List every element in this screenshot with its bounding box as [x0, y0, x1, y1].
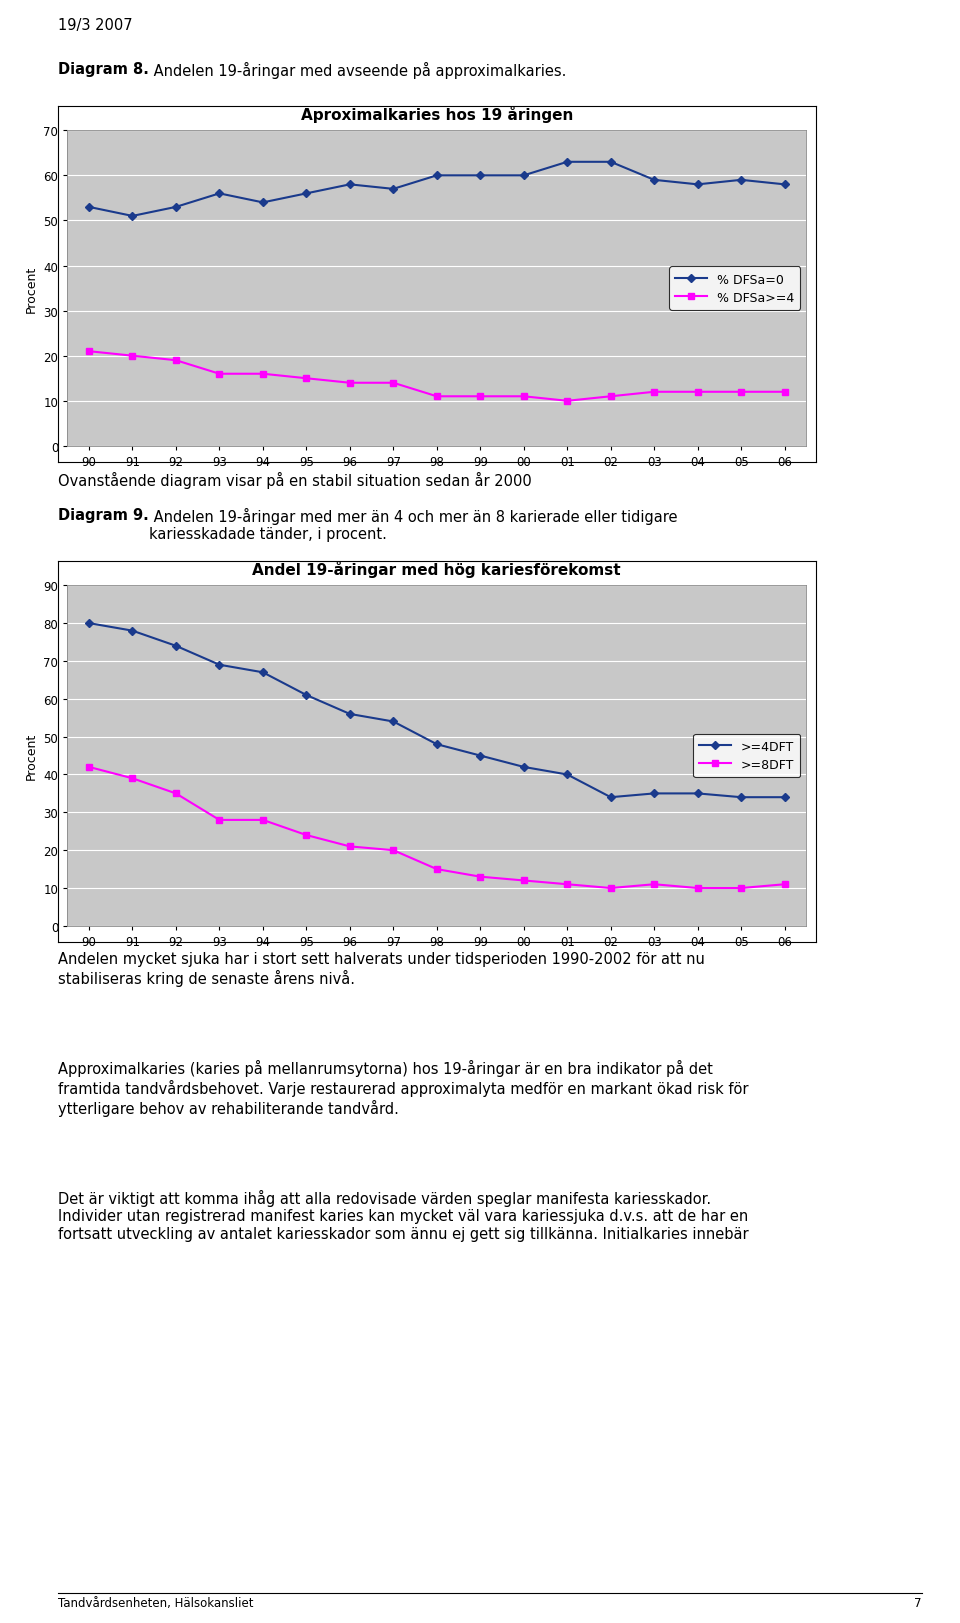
% DFSa=0: [300, 185, 312, 204]
Legend: >=4DFT, >=8DFT: >=4DFT, >=8DFT: [693, 734, 800, 777]
>=4DFT: [170, 636, 181, 656]
% DFSa>=4: [518, 388, 530, 407]
Text: Andelen 19-åringar med avseende på approximalkaries.: Andelen 19-åringar med avseende på appro…: [149, 62, 566, 80]
% DFSa=0: [84, 198, 95, 217]
% DFSa>=4: [214, 365, 226, 385]
Text: 19/3 2007: 19/3 2007: [58, 18, 132, 32]
% DFSa>=4: [388, 373, 399, 393]
>=8DFT: [735, 878, 747, 898]
>=8DFT: [300, 826, 312, 846]
% DFSa=0: [127, 208, 138, 227]
>=4DFT: [518, 758, 530, 777]
% DFSa=0: [344, 175, 355, 195]
>=4DFT: [127, 622, 138, 641]
% DFSa>=4: [344, 373, 355, 393]
% DFSa>=4: [127, 347, 138, 367]
>=8DFT: [388, 841, 399, 860]
>=8DFT: [474, 867, 486, 886]
Legend: % DFSa=0, % DFSa>=4: % DFSa=0, % DFSa>=4: [669, 268, 800, 310]
% DFSa>=4: [648, 383, 660, 403]
% DFSa=0: [474, 167, 486, 187]
>=8DFT: [779, 875, 790, 894]
Text: Diagram 9.: Diagram 9.: [58, 508, 149, 523]
% DFSa=0: [648, 170, 660, 190]
% DFSa=0: [518, 167, 530, 187]
Line: >=4DFT: >=4DFT: [85, 620, 788, 800]
>=4DFT: [344, 704, 355, 724]
>=4DFT: [562, 766, 573, 786]
% DFSa=0: [692, 175, 704, 195]
Line: >=8DFT: >=8DFT: [85, 764, 788, 891]
>=4DFT: [648, 784, 660, 803]
% DFSa=0: [605, 153, 616, 172]
% DFSa=0: [779, 175, 790, 195]
Text: Approximalkaries (karies på mellanrumsytorna) hos 19-åringar är en bra indikator: Approximalkaries (karies på mellanrumsyt…: [58, 1060, 748, 1117]
% DFSa=0: [214, 185, 226, 204]
Title: Aproximalkaries hos 19 åringen: Aproximalkaries hos 19 åringen: [300, 105, 573, 123]
Text: Diagram 8.: Diagram 8.: [58, 62, 149, 76]
>=4DFT: [214, 656, 226, 675]
>=8DFT: [692, 878, 704, 898]
>=8DFT: [344, 837, 355, 857]
Text: Ovanstående diagram visar på en stabil situation sedan år 2000: Ovanstående diagram visar på en stabil s…: [58, 472, 531, 489]
>=4DFT: [257, 664, 269, 683]
>=8DFT: [648, 875, 660, 894]
>=4DFT: [84, 613, 95, 633]
>=8DFT: [257, 810, 269, 829]
Title: Andel 19-åringar med hög kariesförekomst: Andel 19-åringar med hög kariesförekomst: [252, 562, 621, 578]
% DFSa>=4: [84, 342, 95, 362]
Text: Det är viktigt att komma ihåg att alla redovisade värden speglar manifesta karie: Det är viktigt att komma ihåg att alla r…: [58, 1190, 748, 1242]
% DFSa=0: [431, 167, 443, 187]
>=4DFT: [779, 787, 790, 807]
% DFSa>=4: [562, 391, 573, 411]
>=8DFT: [431, 860, 443, 880]
>=8DFT: [170, 784, 181, 803]
>=8DFT: [84, 758, 95, 777]
% DFSa>=4: [474, 388, 486, 407]
>=8DFT: [605, 878, 616, 898]
% DFSa=0: [170, 198, 181, 217]
>=4DFT: [692, 784, 704, 803]
Text: Andelen 19-åringar med mer än 4 och mer än 8 karierade eller tidigare
kariesskad: Andelen 19-åringar med mer än 4 och mer …: [149, 508, 678, 542]
% DFSa>=4: [257, 365, 269, 385]
>=4DFT: [735, 787, 747, 807]
% DFSa=0: [388, 180, 399, 200]
>=4DFT: [300, 687, 312, 706]
% DFSa=0: [735, 170, 747, 190]
>=4DFT: [605, 787, 616, 807]
% DFSa=0: [562, 153, 573, 172]
Text: Tandvårdsenheten, Hälsokansliet: Tandvårdsenheten, Hälsokansliet: [58, 1597, 253, 1610]
>=4DFT: [474, 747, 486, 766]
% DFSa>=4: [170, 351, 181, 370]
>=4DFT: [388, 712, 399, 732]
Line: % DFSa>=4: % DFSa>=4: [85, 349, 788, 404]
Y-axis label: Procent: Procent: [25, 265, 37, 313]
% DFSa>=4: [735, 383, 747, 403]
% DFSa>=4: [779, 383, 790, 403]
>=8DFT: [562, 875, 573, 894]
>=8DFT: [214, 810, 226, 829]
% DFSa>=4: [300, 370, 312, 390]
>=4DFT: [431, 735, 443, 755]
% DFSa>=4: [692, 383, 704, 403]
>=8DFT: [127, 769, 138, 789]
Text: 7: 7: [914, 1597, 922, 1610]
Y-axis label: Procent: Procent: [25, 732, 37, 779]
>=8DFT: [518, 872, 530, 891]
Text: Andelen mycket sjuka har i stort sett halverats under tidsperioden 1990-2002 för: Andelen mycket sjuka har i stort sett ha…: [58, 951, 705, 987]
% DFSa=0: [257, 193, 269, 213]
% DFSa>=4: [431, 388, 443, 407]
Line: % DFSa=0: % DFSa=0: [85, 159, 788, 219]
% DFSa>=4: [605, 388, 616, 407]
